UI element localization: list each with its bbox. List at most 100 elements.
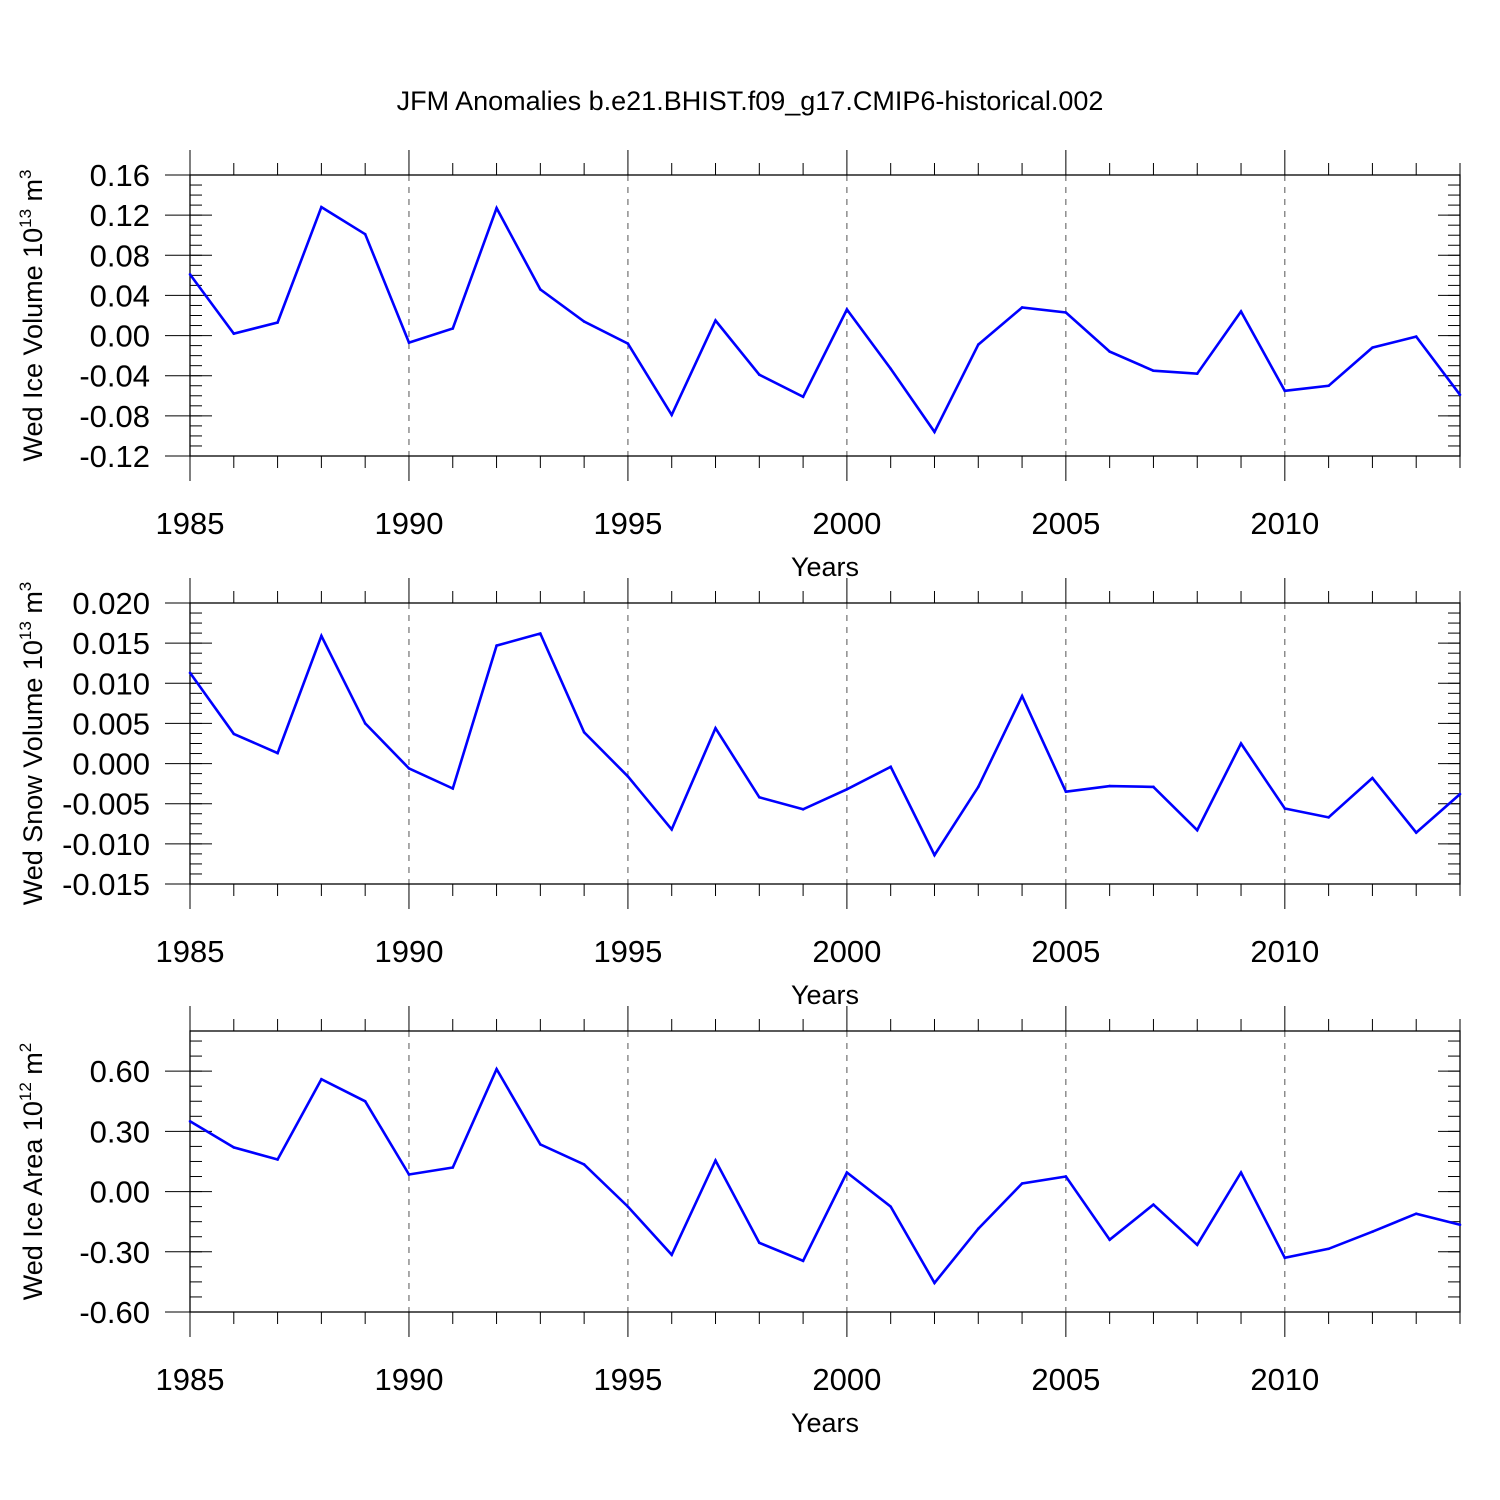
data-point — [801, 395, 805, 399]
y-axis-label: Wed Ice Area 1012 m2 — [16, 1043, 48, 1301]
y-axis-label: Wed Ice Volume 1013 m3 — [16, 169, 48, 461]
data-point — [1108, 784, 1111, 788]
data-point — [670, 413, 674, 417]
data-point — [889, 1205, 892, 1208]
data-point — [1239, 742, 1243, 745]
data-point — [1239, 310, 1243, 313]
y-axis-label-unit-exponent: 3 — [16, 582, 35, 591]
x-tick-label: 2010 — [1250, 934, 1319, 969]
data-point — [1414, 831, 1418, 834]
y-tick-label: 0.00 — [90, 1175, 150, 1210]
x-tick-label: 1995 — [593, 934, 662, 969]
y-tick-label: 0.16 — [90, 158, 150, 193]
data-point — [1414, 335, 1418, 338]
panel-3: -0.60 -0.30 0.00 0.30 0.60 1985 1990 1995 2000 20… — [16, 1006, 1462, 1438]
y-tick-label: 0.00 — [90, 319, 150, 354]
data-point — [758, 1241, 761, 1245]
x-tick-label: 2000 — [812, 934, 881, 969]
data-point — [1283, 389, 1287, 393]
data-point — [451, 1166, 455, 1169]
data-point — [670, 828, 674, 831]
y-tick-label: 0.010 — [72, 666, 150, 701]
y-tick-label: 0.30 — [90, 1114, 150, 1149]
data-point — [933, 430, 936, 434]
panels: -0.12 -0.08 -0.04 0.00 0.04 0.08 0.12 0.16 1985 1… — [16, 150, 1462, 1438]
data-point — [539, 288, 542, 291]
data-point — [1195, 828, 1199, 832]
data-point — [1371, 1230, 1374, 1234]
y-tick-label: 0.015 — [72, 626, 150, 661]
data-point — [845, 787, 849, 791]
x-axis-label: Years — [791, 980, 859, 1010]
y-tick-label: 0.000 — [72, 747, 150, 782]
x-tick-label: 1990 — [374, 934, 443, 969]
data-point — [582, 320, 586, 323]
y-axis-label-text: Wed Snow Volume 10 — [18, 640, 48, 905]
data-point — [1152, 369, 1155, 372]
plot-frame — [189, 174, 1461, 457]
data-point — [758, 795, 761, 799]
x-tick-label: 2005 — [1031, 506, 1100, 541]
x-tick-label: 2005 — [1031, 934, 1100, 969]
data-point — [1020, 306, 1024, 309]
data-point — [933, 1281, 936, 1285]
data-point — [363, 232, 367, 236]
data-point — [1371, 346, 1374, 349]
data-point — [1195, 1243, 1199, 1247]
y-axis-label-text: Wed Ice Volume 10 — [18, 228, 48, 462]
y-axis-label: Wed Snow Volume 1013 m3 — [16, 582, 48, 906]
data-point — [232, 1146, 236, 1149]
x-tick-label: 2000 — [812, 506, 881, 541]
data-point — [1327, 384, 1330, 388]
y-tick-label: -0.30 — [79, 1235, 150, 1270]
data-point — [758, 373, 761, 377]
data-point — [232, 732, 236, 736]
data-point — [232, 332, 236, 335]
x-axis-label: Years — [791, 552, 859, 582]
plot-frame — [189, 1030, 1461, 1313]
series-line — [188, 631, 1461, 858]
data-point — [1458, 393, 1462, 397]
y-axis-label-exponent: 13 — [16, 621, 35, 640]
x-tick-label: 1990 — [374, 1362, 443, 1397]
data-point — [1020, 694, 1024, 698]
data-point — [407, 1173, 411, 1176]
data-point — [626, 775, 630, 778]
y-tick-label: -0.015 — [62, 867, 150, 902]
x-tick-label: 2000 — [812, 1362, 881, 1397]
data-point — [495, 1067, 498, 1071]
data-point — [1064, 790, 1068, 793]
y-tick-label: 0.005 — [72, 706, 150, 741]
data-point — [670, 1253, 674, 1257]
data-point — [1239, 1171, 1243, 1174]
data-point — [276, 751, 279, 755]
x-tick-label: 1985 — [156, 1362, 225, 1397]
data-point — [451, 327, 455, 330]
data-point — [1327, 1247, 1330, 1251]
data-point — [1458, 1223, 1462, 1226]
data-point — [320, 205, 323, 209]
y-axis-label-unit-exponent: 3 — [16, 169, 35, 178]
data-point — [933, 853, 936, 857]
data-point — [801, 1259, 805, 1263]
y-tick-label: -0.60 — [79, 1295, 150, 1330]
data-point — [1152, 785, 1155, 789]
data-point — [451, 787, 455, 790]
data-point — [1195, 372, 1199, 376]
x-tick-label: 1995 — [593, 506, 662, 541]
x-tick-label: 2005 — [1031, 1362, 1100, 1397]
figure-title: JFM Anomalies b.e21.BHIST.f09_g17.CMIP6-… — [397, 86, 1104, 116]
y-axis-label-unit: m — [18, 591, 48, 621]
data-point — [1414, 1212, 1418, 1215]
data-point — [1371, 776, 1374, 780]
x-tick-label: 1995 — [593, 1362, 662, 1397]
data-point — [582, 1163, 586, 1166]
y-tick-label: 0.04 — [90, 278, 150, 313]
panel-1: -0.12 -0.08 -0.04 0.00 0.04 0.08 0.12 0.16 1985 1… — [16, 150, 1462, 582]
data-point — [1064, 1175, 1068, 1178]
data-point — [363, 1099, 367, 1103]
data-point — [976, 343, 980, 346]
x-tick-label: 1990 — [374, 506, 443, 541]
data-point — [582, 730, 586, 734]
